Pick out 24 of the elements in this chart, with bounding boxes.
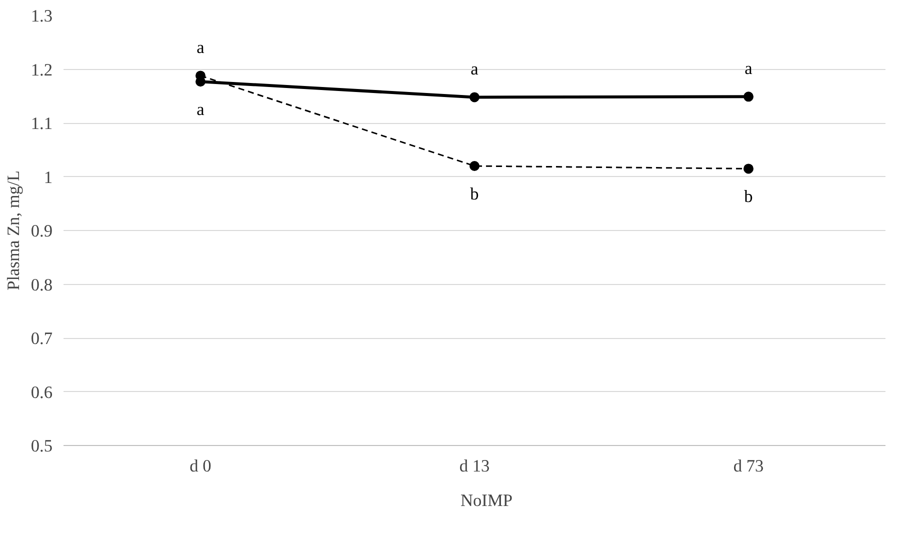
y-tick-label: 0.6 xyxy=(30,382,53,402)
y-tick-label: 0.5 xyxy=(30,436,53,456)
point xyxy=(470,161,480,171)
y-tick-label: 0.7 xyxy=(30,329,53,348)
y-tick-label: 1.3 xyxy=(30,6,53,26)
y-tick-label: 0.9 xyxy=(30,222,53,240)
point xyxy=(744,164,754,174)
x-tick-label: d 73 xyxy=(733,456,764,476)
y-tick-label: 1 xyxy=(44,168,53,187)
y-tick-label: 1.2 xyxy=(30,60,53,80)
annotation: a xyxy=(196,38,205,58)
y-axis-title: Plasma Zn, mg/L xyxy=(4,170,23,290)
annotation: a xyxy=(196,100,205,120)
annotation: b xyxy=(744,187,753,206)
y-tick-label: 0.8 xyxy=(30,275,53,294)
annotation: b xyxy=(470,184,479,204)
x-tick-label: d 13 xyxy=(459,456,490,476)
point xyxy=(470,92,480,102)
y-tick-label: 1.1 xyxy=(30,114,53,133)
annotation: a xyxy=(470,60,479,79)
text: NoIMP xyxy=(460,490,512,510)
x-tick-label: d 0 xyxy=(190,456,212,476)
annotation: a xyxy=(744,59,753,78)
point xyxy=(744,92,754,102)
